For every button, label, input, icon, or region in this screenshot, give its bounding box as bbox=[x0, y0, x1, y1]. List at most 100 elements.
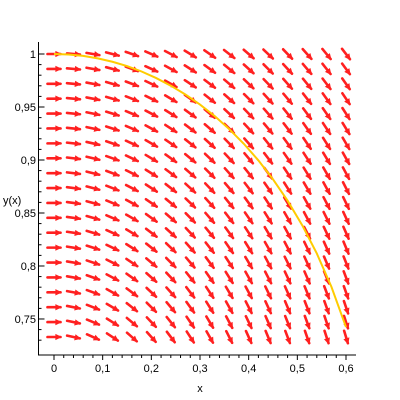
field-arrow bbox=[144, 109, 159, 118]
field-arrow bbox=[322, 195, 331, 211]
field-arrow bbox=[185, 300, 196, 314]
field-arrow bbox=[282, 77, 294, 90]
field-arrow bbox=[302, 136, 313, 151]
field-arrow bbox=[46, 229, 62, 236]
field-arrow bbox=[340, 47, 352, 61]
field-arrow bbox=[223, 137, 236, 150]
field-arrow bbox=[65, 65, 82, 73]
field-arrow bbox=[321, 136, 332, 151]
field-arrow bbox=[183, 108, 197, 119]
field-arrow bbox=[144, 64, 159, 73]
field-arrow bbox=[243, 151, 255, 165]
field-arrow bbox=[184, 241, 196, 254]
field-arrow bbox=[223, 93, 236, 105]
field-arrow bbox=[85, 51, 101, 58]
field-arrow bbox=[203, 137, 216, 150]
field-arrow bbox=[144, 50, 159, 58]
field-arrow bbox=[46, 333, 62, 341]
field-arrow bbox=[342, 240, 350, 256]
field-arrow bbox=[85, 288, 101, 296]
field-arrow bbox=[104, 110, 121, 117]
field-arrow bbox=[165, 300, 177, 314]
field-arrow bbox=[104, 139, 120, 147]
field-arrow bbox=[124, 213, 139, 223]
field-arrow bbox=[222, 78, 236, 90]
direction-field-arrows bbox=[46, 47, 352, 345]
field-arrow bbox=[65, 229, 82, 237]
field-arrow bbox=[205, 315, 215, 329]
field-arrow bbox=[341, 121, 351, 136]
field-arrow bbox=[145, 301, 158, 314]
field-arrow bbox=[124, 168, 140, 178]
field-arrow bbox=[104, 51, 121, 58]
field-arrow bbox=[65, 304, 82, 311]
field-arrow bbox=[145, 316, 158, 329]
field-arrow bbox=[224, 315, 234, 330]
field-arrow bbox=[85, 199, 101, 207]
field-arrow bbox=[321, 62, 332, 76]
field-arrow bbox=[163, 108, 178, 119]
field-arrow bbox=[85, 244, 101, 252]
field-arrow bbox=[105, 199, 120, 207]
field-arrow bbox=[342, 329, 350, 345]
field-arrow bbox=[163, 64, 178, 74]
field-arrow bbox=[104, 80, 121, 88]
field-arrow bbox=[224, 285, 234, 300]
field-arrow bbox=[165, 315, 177, 329]
field-arrow bbox=[263, 240, 273, 255]
field-arrow bbox=[342, 284, 350, 300]
field-arrow bbox=[263, 196, 274, 210]
field-arrow bbox=[185, 330, 196, 344]
field-arrow bbox=[46, 274, 62, 281]
field-arrow bbox=[242, 63, 255, 75]
field-arrow bbox=[65, 185, 82, 192]
field-arrow bbox=[144, 79, 159, 88]
field-arrow bbox=[185, 315, 196, 329]
field-arrow bbox=[145, 271, 158, 284]
field-arrow bbox=[283, 210, 293, 225]
field-arrow bbox=[85, 80, 101, 88]
field-arrow bbox=[204, 196, 216, 210]
field-arrow bbox=[203, 48, 217, 60]
field-arrow bbox=[65, 244, 82, 251]
field-arrow bbox=[204, 241, 216, 255]
field-arrow bbox=[341, 91, 351, 106]
field-arrow bbox=[341, 151, 351, 166]
field-arrow bbox=[85, 333, 101, 341]
field-arrow bbox=[163, 94, 178, 104]
field-arrow bbox=[263, 255, 273, 270]
field-arrow bbox=[46, 184, 62, 192]
field-arrow bbox=[144, 212, 158, 223]
field-arrow bbox=[282, 122, 293, 135]
field-arrow bbox=[183, 49, 198, 59]
field-arrow bbox=[46, 214, 62, 221]
field-arrow bbox=[284, 329, 292, 345]
field-arrow bbox=[65, 110, 82, 117]
field-arrow bbox=[282, 92, 294, 105]
field-arrow bbox=[242, 122, 255, 135]
x-tick-label: 0,3 bbox=[192, 363, 207, 375]
field-arrow bbox=[321, 92, 332, 106]
field-arrow bbox=[203, 78, 217, 90]
y-axis-label: y(x) bbox=[3, 195, 21, 207]
field-arrow bbox=[164, 167, 178, 179]
field-arrow bbox=[243, 226, 254, 240]
field-arrow bbox=[85, 110, 101, 117]
x-tick-label: 0,1 bbox=[95, 363, 110, 375]
field-arrow bbox=[46, 80, 62, 87]
field-arrow bbox=[204, 211, 216, 225]
field-arrow bbox=[46, 140, 62, 147]
field-arrow bbox=[223, 196, 235, 210]
field-arrow bbox=[65, 155, 82, 162]
field-arrow bbox=[164, 153, 178, 164]
field-arrow bbox=[203, 182, 216, 195]
field-arrow bbox=[124, 154, 140, 163]
field-arrow bbox=[125, 257, 139, 268]
field-arrow bbox=[262, 122, 274, 135]
field-arrow bbox=[243, 166, 255, 180]
field-arrow bbox=[85, 95, 101, 103]
field-arrow bbox=[105, 228, 120, 237]
field-arrow bbox=[224, 255, 235, 270]
field-arrow bbox=[283, 285, 292, 300]
field-arrow bbox=[263, 270, 273, 285]
